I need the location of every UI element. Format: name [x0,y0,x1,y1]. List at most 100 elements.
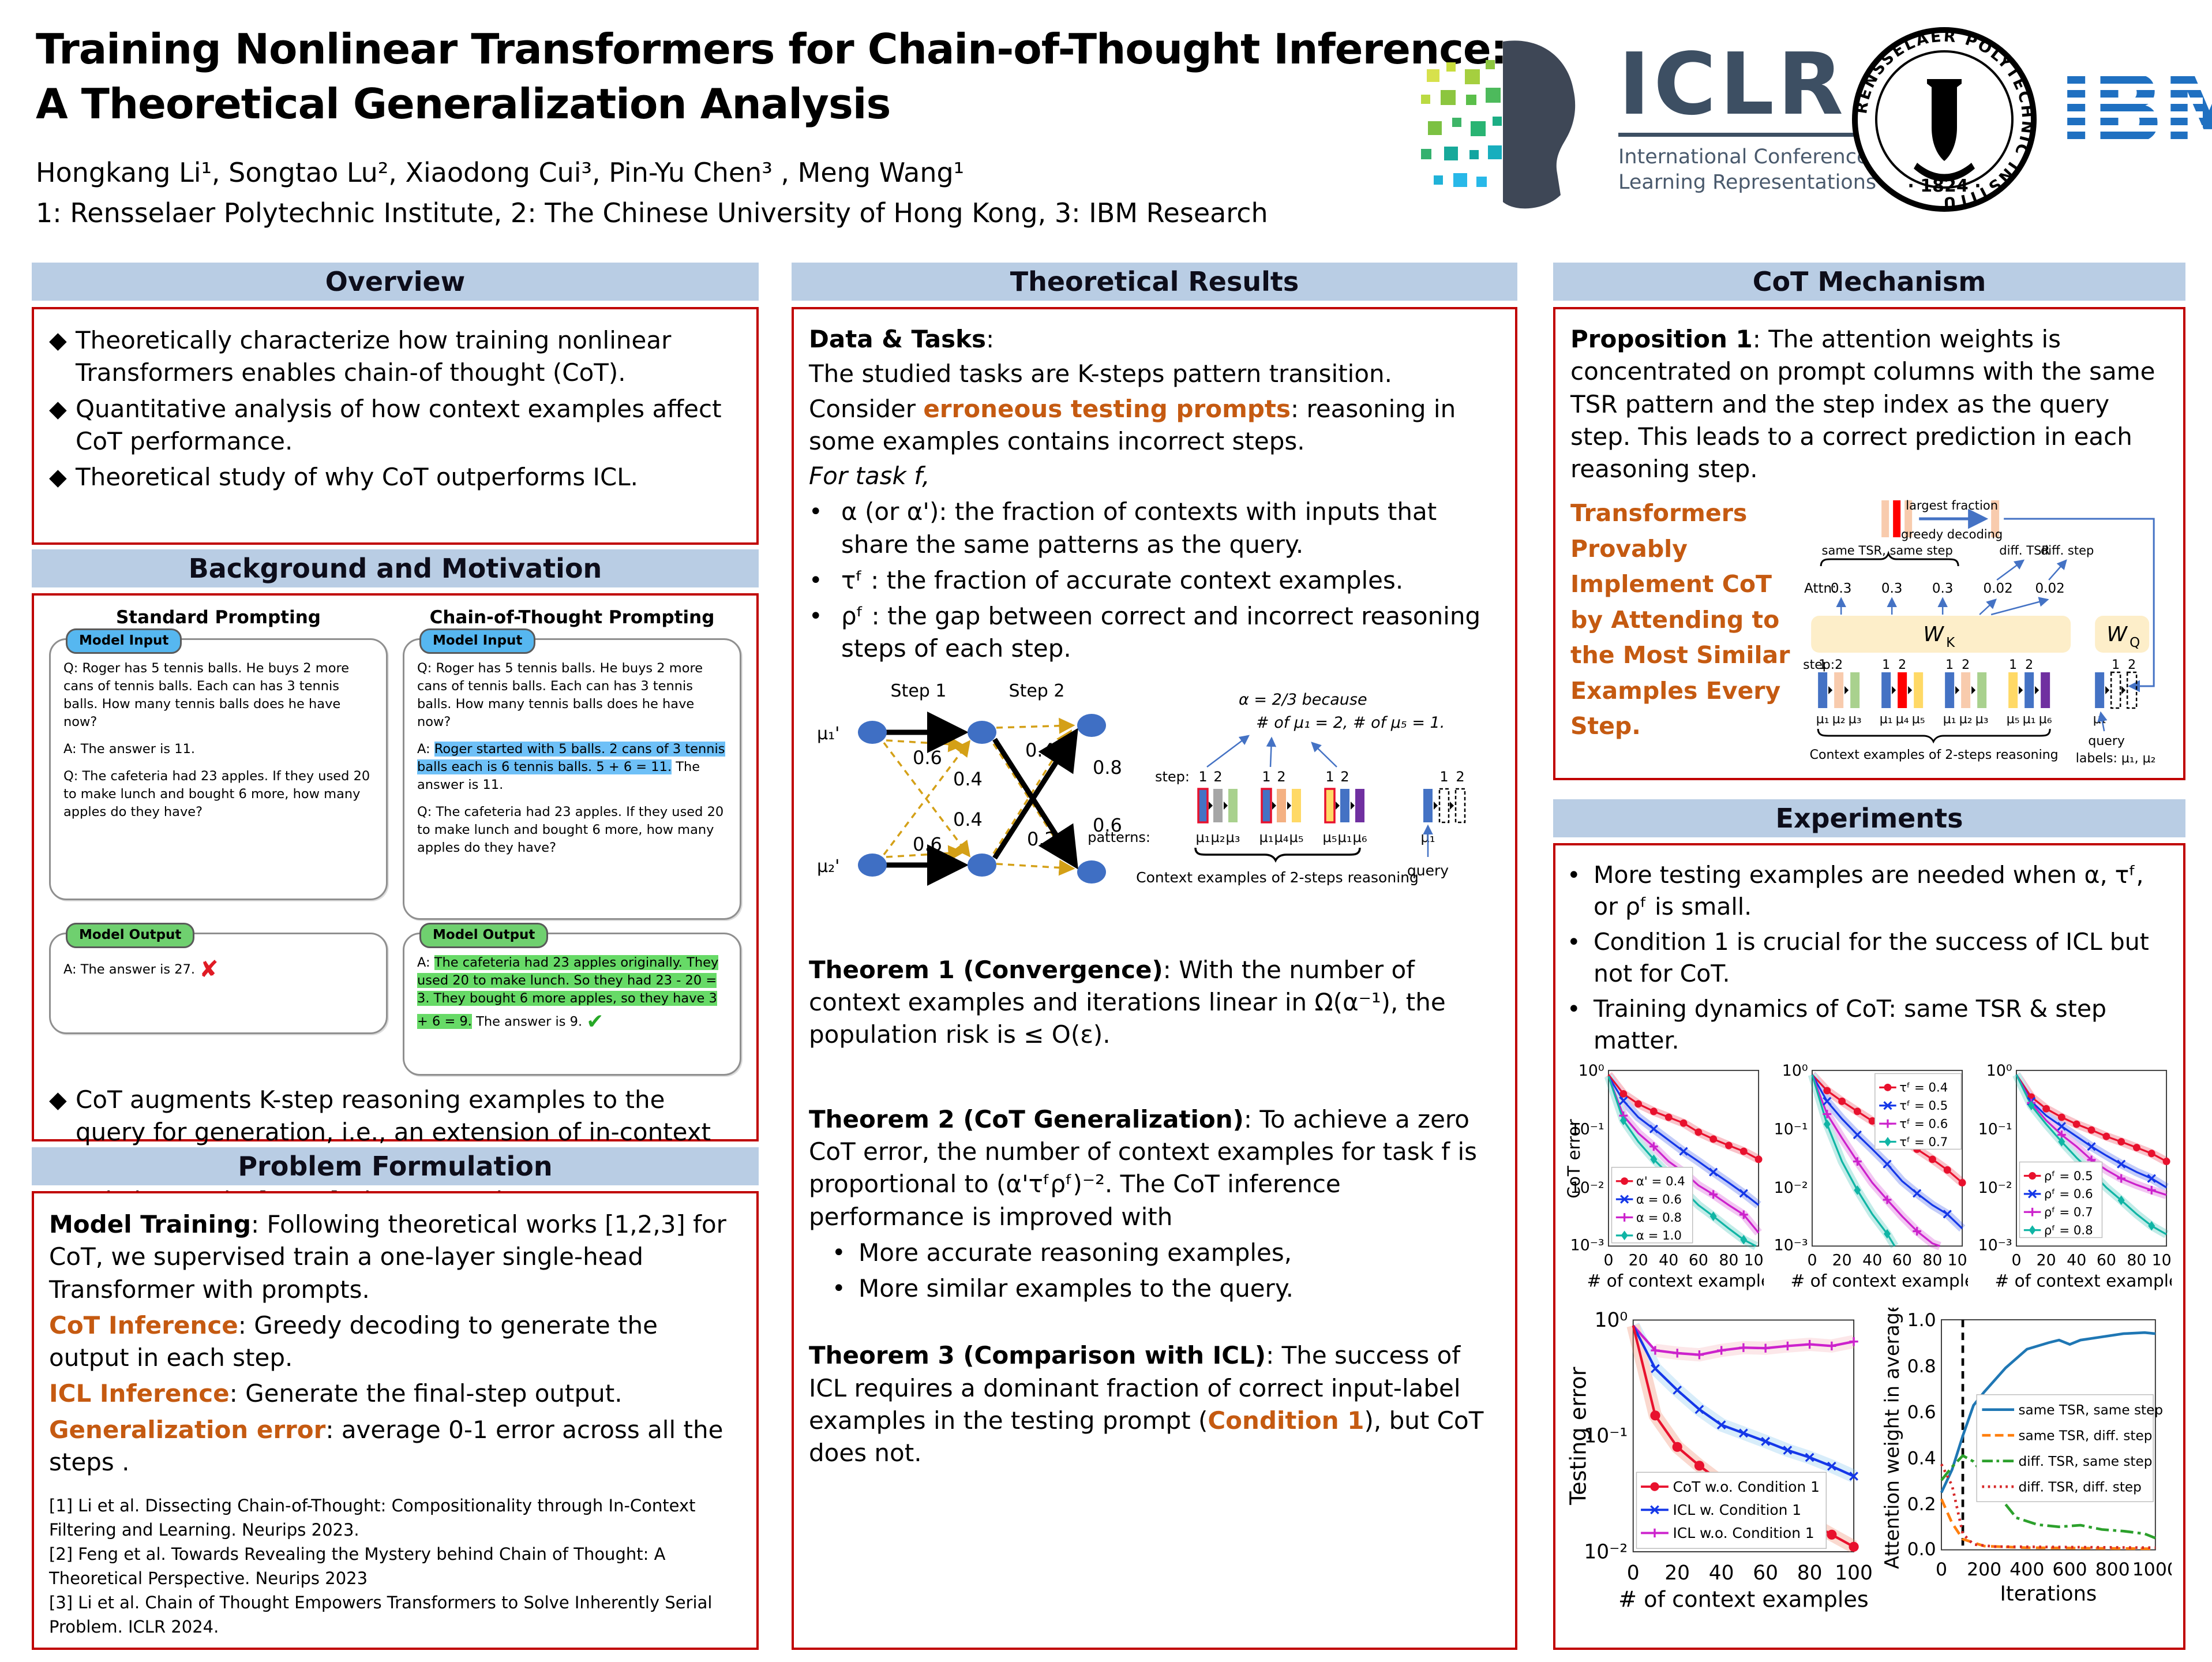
plotA-red-markers [1619,1090,1763,1163]
svg-text:60: 60 [1689,1251,1708,1269]
mu1-node-label: μ₁' [817,724,839,744]
svg-text:diff. TSR, diff. step: diff. TSR, diff. step [2019,1479,2142,1495]
svg-text:μ₂: μ₂ [1832,712,1845,727]
svg-text:μ₁: μ₁ [1196,829,1210,845]
plotC-xticks: 0 20 40 60 80 100 [2011,1251,2172,1269]
svg-text:0.8: 0.8 [1907,1356,1936,1376]
greedy-decoding-label: greedy decoding [1901,527,2003,541]
svg-text:60: 60 [2096,1251,2116,1269]
svg-text:0: 0 [1936,1559,1947,1580]
overview-bullet-3: ◆ Theoretical study of why CoT outperform… [49,461,741,493]
attention-mechanism-figure: largest fraction greedy decoding same TS… [1803,499,2155,766]
svg-text:60: 60 [1892,1251,1912,1269]
tau-definition: • τᶠ : the fraction of accurate context e… [809,566,1404,594]
svg-text:0.02: 0.02 [2035,581,2064,596]
iclr-sub2: Learning Representations [1618,170,1877,194]
overview-bullet-1: ◆ Theoretically characterize how training… [49,324,741,390]
pattern-mu-labels: μ₁ μ₂ μ₃ μ₁ μ₄ μ₅ μ₅ μ₁ μ₆ μ₁ [1196,829,1435,845]
svg-text:40: 40 [1709,1561,1734,1584]
pattern-arrows [1209,801,1454,810]
plot-cot-error-vs-rho: 10⁰ 10⁻¹ 10⁻² 10⁻³ 0 20 40 60 80 100 # of c… [1978,1062,2172,1290]
step2-label: Step 2 [1009,681,1065,701]
svg-text:80: 80 [1797,1561,1823,1584]
svg-text:α' = 0.4: α' = 0.4 [1636,1174,1685,1189]
svg-text:0.6: 0.6 [913,833,942,855]
svg-text:0.4: 0.4 [953,768,983,790]
data-tasks-line2: Consider erroneous testing prompts: reas… [809,394,1456,455]
plotD-xlabel: # of context examples [1618,1587,1869,1612]
svg-text:μ₁: μ₁ [1879,712,1892,727]
cot-model-input-box: Model Input Q: Roger has 5 tennis balls.… [403,628,741,920]
context-brace-label: Context examples of 2-steps reasoning [1136,869,1419,886]
experiments-bullet-1: • More testing examples are needed when α… [1567,861,2144,920]
svg-text:2: 2 [1340,769,1349,785]
svg-text:ρᶠ = 0.6: ρᶠ = 0.6 [2044,1187,2093,1201]
standard-model-output-box: Model Output A: The answer is 27. ✘ [49,923,388,1034]
plotB-xlabel: # of context examples [1791,1271,1968,1290]
svg-text:ρᶠ = 0.5: ρᶠ = 0.5 [2044,1169,2093,1184]
svg-text:60: 60 [1753,1561,1778,1584]
diff-step-label: diff. step [2041,544,2094,557]
note-arrows [1206,735,1337,768]
ibm-logo: IBM [2059,62,2212,163]
svg-text:μ₁: μ₁ [1816,712,1829,727]
theorem-2: Theorem 2 (CoT Generalization): To achie… [809,1105,1477,1231]
step1-label: Step 1 [891,681,947,701]
svg-text:ρᶠ = 0.8: ρᶠ = 0.8 [2044,1223,2093,1238]
svg-text:μ₃: μ₃ [1975,712,1988,727]
svg-text:10⁻¹: 10⁻¹ [1570,1120,1604,1138]
svg-text:0.4: 0.4 [1025,739,1055,761]
svg-text:1: 1 [1882,658,1890,672]
plotD-ylabel: Testing error [1567,1367,1592,1505]
section-header-overview: Overview [32,263,759,301]
svg-text:0.8: 0.8 [1093,757,1122,778]
correct-answer-icon: ✔ [586,1010,604,1034]
svg-text:10⁻¹: 10⁻¹ [1584,1424,1628,1447]
iclr-rule [1618,133,1866,137]
plotB-xticks: 0 20 40 60 80 100 [1808,1251,1968,1269]
svg-text:0: 0 [1808,1251,1817,1269]
svg-text:ICL w. Condition 1: ICL w. Condition 1 [1673,1502,1802,1518]
diamond-icon: ◆ [49,327,67,354]
svg-text:μ₅: μ₅ [1289,829,1304,845]
svg-text:0.6: 0.6 [1907,1402,1936,1423]
plotC-legend: ρᶠ = 0.5 ρᶠ = 0.6 ρᶠ = 0.7 ρᶠ = 0.8 [2019,1161,2102,1238]
svg-text:2: 2 [2128,658,2136,672]
experiments-box: • More testing examples are needed when α… [1553,843,2185,1650]
svg-text:10⁻³: 10⁻³ [1570,1236,1604,1254]
plotA-yticks: 10⁰ 10⁻¹ 10⁻² 10⁻³ [1570,1062,1604,1255]
background-title: Background and Motivation [188,553,602,584]
svg-text:μ₁: μ₁ [1259,829,1274,845]
svg-text:μ₅: μ₅ [1911,712,1925,727]
cot-prompting-column: Chain-of-Thought Prompting Model Input Q… [403,607,741,1076]
standard-output: A: The answer is 27. [63,962,196,978]
svg-text:CoT w.o. Condition 1: CoT w.o. Condition 1 [1673,1478,1820,1495]
diamond-icon: ◆ [49,395,67,422]
mech-query-label: query [2088,734,2125,748]
iclr-pixels [1421,60,1502,187]
iclr-abbr: ICLR [1618,35,1847,134]
theorem-2-bullet-2: • More similar examples to the query. [832,1274,1294,1303]
authors: Hongkang Li¹, Songtao Lu², Xiaodong Cui³… [36,157,965,188]
experiments-title: Experiments [1775,803,1963,834]
problem-title: Problem Formulation [238,1151,553,1182]
edge-weights: 0.6 0.4 0.4 0.6 0.4 0.8 0.2 0.6 [913,739,1122,855]
alpha-definition: • α (or α'): the fraction of contexts wit… [809,497,1437,559]
model-training-item: Model Training: Following theoretical wo… [49,1210,726,1304]
svg-text:ρᶠ = 0.7: ρᶠ = 0.7 [2044,1205,2093,1219]
poster-title-line2: A Theoretical Generalization Analysis [36,80,891,129]
svg-text:μ₆: μ₆ [2038,712,2052,727]
svg-text:1: 1 [1262,769,1270,785]
svg-text:40: 40 [1659,1251,1678,1269]
svg-text:0.3: 0.3 [1831,581,1852,596]
overview-box: ◆ Theoretically characterize how training… [32,307,759,545]
svg-text:2: 2 [1962,658,1970,672]
affiliations: 1: Rensselaer Polytechnic Institute, 2: … [36,197,1268,229]
svg-text:80: 80 [1923,1251,1943,1269]
svg-text:100: 100 [1744,1251,1764,1269]
svg-text:10⁻¹: 10⁻¹ [1978,1120,2012,1138]
svg-text:μ₅: μ₅ [1323,829,1337,845]
background-box: Standard Prompting Model Input Q: Roger … [32,593,759,1283]
